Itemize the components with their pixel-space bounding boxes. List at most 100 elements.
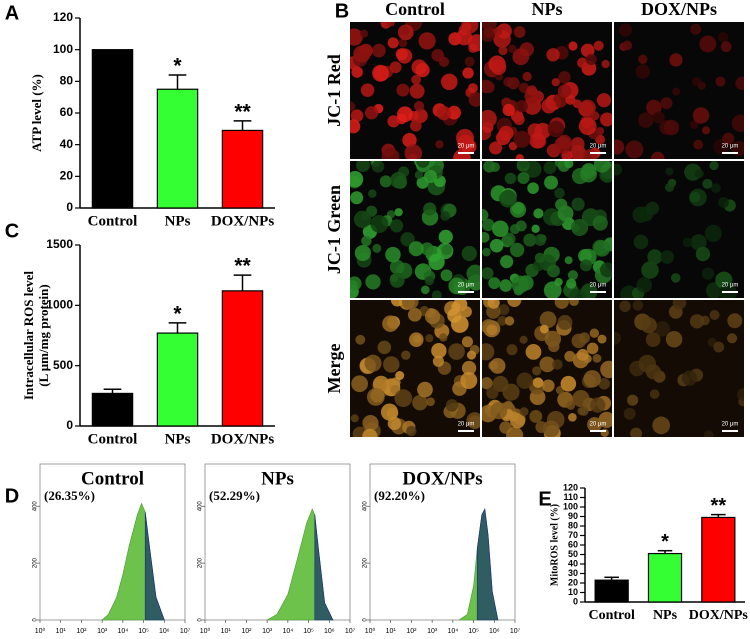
x-tick-label: Control [88, 431, 138, 447]
cell [641, 261, 659, 279]
cell [394, 208, 403, 217]
cells [482, 22, 612, 159]
cell [695, 246, 711, 262]
cell [590, 397, 606, 413]
cell [737, 388, 744, 401]
x-tick-label: 10³ [427, 628, 438, 635]
percentage-annotation: (26.35%) [44, 488, 95, 503]
significance-label: * [173, 55, 182, 78]
cell [368, 189, 377, 198]
cell [401, 300, 419, 310]
scale-bar-label: 20 μm [722, 422, 739, 428]
scale-bar-label: 20 μm [458, 144, 475, 150]
cell [468, 34, 480, 52]
significance-label: ** [711, 495, 727, 517]
y-tick-label: 1500 [46, 237, 73, 251]
significance-label: * [661, 531, 669, 553]
cell [413, 100, 425, 112]
cell [570, 137, 585, 151]
cell [420, 242, 434, 256]
y-tick-label: 120 [563, 482, 578, 492]
y-tick-label: 100 [563, 501, 578, 511]
cell [364, 106, 379, 120]
y-tick-label: 70 [568, 530, 578, 540]
y-tick-label: 200 [363, 557, 369, 568]
x-tick-label: 10² [76, 628, 87, 635]
micrograph: 20 μm [614, 22, 744, 159]
cell [533, 208, 544, 219]
cell [579, 99, 596, 117]
cell [447, 308, 462, 323]
cell [630, 427, 643, 437]
cell [583, 370, 601, 388]
cell [580, 43, 595, 58]
cell [461, 336, 473, 348]
cell [445, 399, 459, 412]
cell [665, 330, 683, 348]
y-tick-label: 1000 [46, 298, 73, 312]
x-tick-label: NPs [165, 431, 191, 447]
cell [441, 244, 453, 256]
cell [461, 360, 477, 376]
cell [424, 276, 434, 286]
cell [482, 109, 497, 128]
cell [623, 407, 636, 420]
cell [364, 354, 382, 372]
percentage-annotation: (52.29%) [209, 488, 260, 503]
cell [513, 130, 531, 148]
cell [593, 161, 611, 173]
histogram-area [476, 508, 499, 621]
cell [568, 413, 577, 422]
cell [554, 300, 569, 309]
cell [600, 112, 612, 127]
cell [515, 154, 524, 159]
cell [486, 324, 498, 336]
cell [482, 231, 490, 243]
cell [370, 388, 385, 403]
cell [387, 115, 400, 128]
cell [645, 364, 661, 380]
cell [519, 161, 530, 169]
cell [527, 182, 539, 194]
significance-label: ** [234, 100, 251, 123]
cell [660, 250, 674, 264]
panel-letter: A [5, 2, 19, 24]
micrograph: 20 μm [482, 161, 612, 298]
cell [554, 277, 563, 287]
cells [482, 161, 612, 298]
cell [598, 378, 610, 390]
cells [482, 300, 612, 437]
cell [665, 167, 674, 176]
cell [379, 175, 392, 188]
cell [600, 262, 612, 278]
cell [660, 97, 673, 110]
y-tick-label: 120 [53, 10, 73, 24]
cell [692, 107, 710, 124]
cell [350, 170, 364, 188]
micrograph: 20 μm [350, 300, 480, 437]
cell [710, 183, 721, 194]
cell [356, 161, 370, 173]
x-tick-label: 10⁵ [468, 628, 479, 635]
cell [722, 132, 735, 145]
cell [571, 333, 587, 349]
cell [699, 35, 717, 53]
cell [417, 381, 433, 398]
cell [389, 272, 405, 288]
cell [532, 366, 542, 376]
cell [482, 27, 495, 42]
cell [627, 394, 639, 406]
cell [498, 125, 514, 141]
cell [713, 341, 725, 353]
cell [464, 56, 475, 67]
cell [492, 220, 509, 238]
scale-bar-label: 20 μm [722, 144, 739, 150]
cell [614, 139, 625, 155]
cell [414, 170, 424, 179]
y-tick-label: 20 [60, 169, 74, 183]
y-tick-label: 10 [568, 587, 578, 597]
scale-bar-label: 20 μm [590, 283, 607, 289]
bar [647, 552, 683, 603]
cell [512, 202, 525, 215]
